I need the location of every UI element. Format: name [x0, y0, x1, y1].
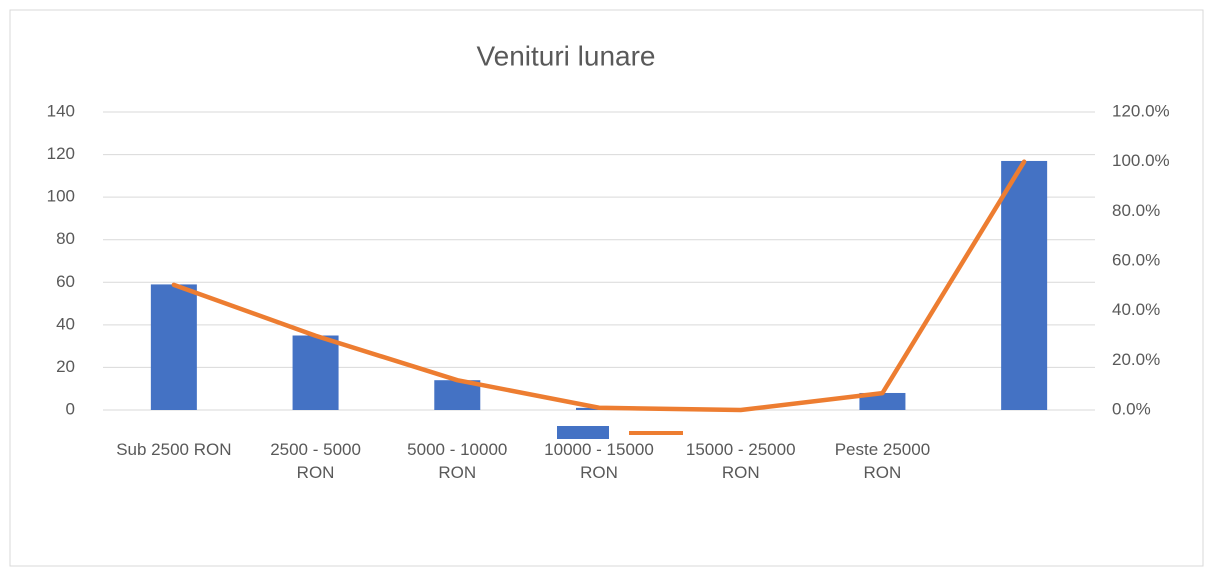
- y2-tick-label: 100.0%: [1112, 151, 1170, 170]
- y-tick-label: 100: [47, 187, 75, 206]
- y-tick-label: 20: [56, 357, 75, 376]
- legend-bar-swatch: [557, 426, 609, 439]
- bar: [292, 335, 339, 410]
- y-tick-label: 80: [56, 229, 75, 248]
- y2-tick-label: 20.0%: [1112, 350, 1160, 369]
- x-tick-label: 2500 - 5000 RON: [270, 440, 361, 482]
- bar: [1001, 160, 1048, 410]
- x-tick-label: 5000 - 10000 RON: [407, 440, 508, 482]
- y2-tick-label: 60.0%: [1112, 250, 1160, 269]
- x-tick-label: Sub 2500 RON: [116, 440, 232, 459]
- y2-tick-label: 120.0%: [1112, 101, 1170, 120]
- y-tick-label: 120: [47, 144, 75, 163]
- y-tick-label: 60: [56, 272, 75, 291]
- chart-title: Venituri lunare: [476, 40, 655, 71]
- x-tick-label: Peste 25000 RON: [834, 440, 931, 482]
- bar: [859, 392, 906, 410]
- y-tick-label: 140: [47, 101, 75, 120]
- x-tick-label: 15000 - 25000 RON: [685, 440, 796, 482]
- y2-tick-label: 0.0%: [1112, 399, 1151, 418]
- line: [171, 159, 1027, 413]
- x-tick-label: 10000 - 15000 RON: [544, 440, 654, 482]
- y2-tick-label: 40.0%: [1112, 300, 1160, 319]
- y-tick-label: 0: [66, 399, 75, 418]
- y-tick-label: 40: [56, 314, 75, 333]
- bar: [150, 284, 197, 410]
- y2-tick-label: 80.0%: [1112, 201, 1160, 220]
